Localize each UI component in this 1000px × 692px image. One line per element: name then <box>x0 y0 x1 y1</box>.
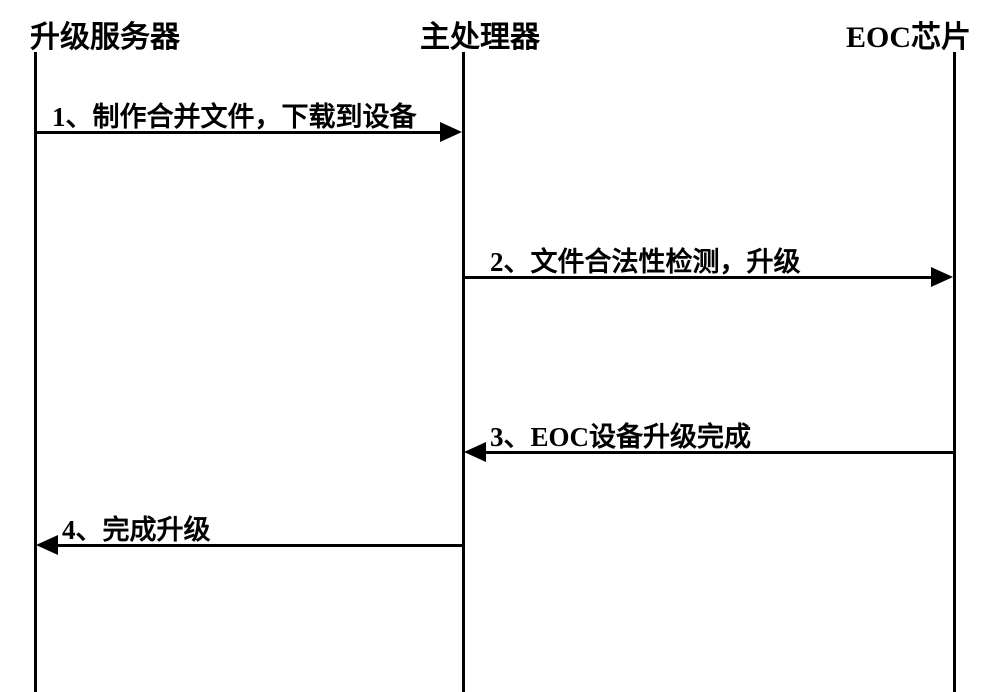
message-2-arrow-head <box>931 267 953 287</box>
lifeline-eoc-chip <box>953 52 956 692</box>
message-3-label: 3、EOC设备升级完成 <box>490 415 751 454</box>
message-3-arrow-head <box>464 442 486 462</box>
lifeline-upgrade-server <box>34 52 37 692</box>
participant-label-main-processor: 主处理器 <box>420 12 540 56</box>
message-4-arrow-head <box>36 535 58 555</box>
participant-label-eoc-chip: EOC芯片 <box>846 12 971 56</box>
message-4-label: 4、完成升级 <box>62 508 211 547</box>
message-1-arrow-head <box>440 122 462 142</box>
message-1-label: 1、制作合并文件，下载到设备 <box>52 95 417 134</box>
message-1-arrow-line <box>36 131 440 134</box>
message-4-arrow-line <box>58 544 462 547</box>
message-2-label: 2、文件合法性检测，升级 <box>490 240 801 279</box>
message-2-arrow-line <box>464 276 931 279</box>
message-3-arrow-line <box>486 451 953 454</box>
participant-label-upgrade-server: 升级服务器 <box>30 12 180 56</box>
lifeline-main-processor <box>462 52 465 692</box>
